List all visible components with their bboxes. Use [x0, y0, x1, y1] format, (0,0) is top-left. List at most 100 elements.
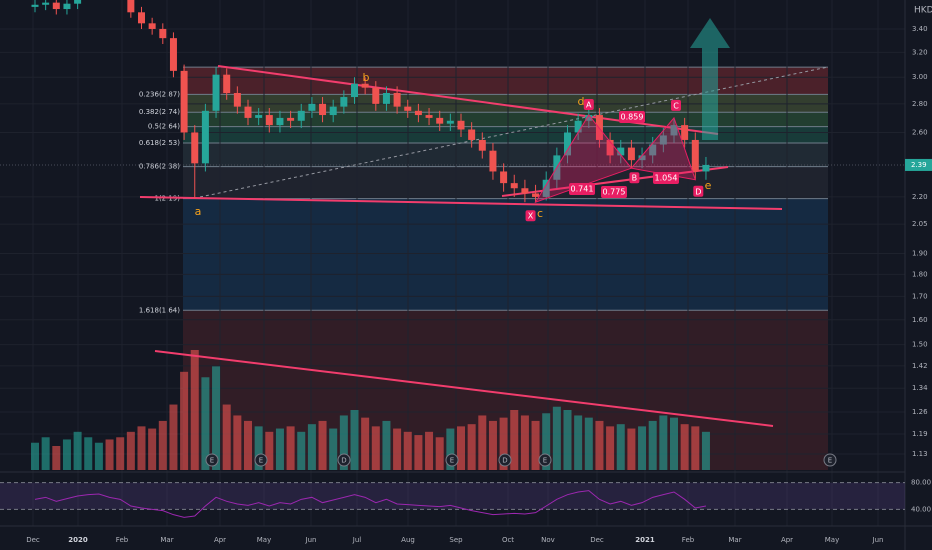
candle-body [255, 115, 263, 118]
volume-bar [510, 410, 519, 470]
pattern-ratio: 0.741 [571, 185, 594, 194]
event-label: E [828, 457, 832, 465]
y-tick-label: 1.50 [912, 341, 928, 349]
volume-bar [680, 424, 689, 470]
candle-body [670, 125, 678, 136]
volume-bar [584, 417, 593, 470]
x-tick-label: Mar [728, 536, 741, 544]
y-tick-label: 1.19 [912, 430, 928, 438]
candle-body [63, 3, 71, 10]
volume-bar [691, 426, 700, 470]
volume-bar [297, 431, 306, 470]
x-tick-label: Nov [541, 536, 555, 544]
volume-bar [446, 428, 455, 470]
pattern-point-box [525, 210, 536, 222]
candle-body [468, 129, 476, 140]
candles-layer [31, 0, 710, 203]
event-label: E [210, 457, 214, 465]
candle-body [638, 155, 646, 161]
volume-bar [382, 420, 391, 470]
target-arrow [690, 18, 730, 140]
candle-body [138, 12, 145, 24]
trend-line [501, 166, 729, 197]
currency-label: HKD [914, 6, 932, 16]
y-tick-label: 1.13 [912, 450, 928, 458]
volume-bar [126, 431, 135, 470]
candle-body [446, 120, 454, 124]
volume-bar [148, 428, 157, 470]
volume-trend-line [154, 350, 774, 427]
pattern-point-label: B [632, 174, 638, 183]
fib-label: 0.786(2.38) [139, 163, 180, 171]
candle-body [212, 74, 220, 111]
volume-bar [457, 426, 465, 470]
x-tick-label: Jun [305, 536, 317, 544]
volume-bar [361, 417, 370, 470]
price-tag [905, 158, 932, 171]
x-tick-label: Apr [214, 536, 226, 544]
event-marker [337, 453, 351, 467]
x-tick-label: Dec [590, 536, 604, 544]
trend-line [139, 196, 783, 210]
fib-band [183, 142, 828, 167]
volume-bar [648, 420, 657, 470]
event-label: E [450, 457, 454, 465]
volume-bar [552, 406, 561, 470]
pattern-ratio-box [619, 111, 645, 123]
volume-bar [307, 424, 316, 470]
y-tick-label: 2.60 [912, 128, 928, 136]
y-tick-label: 1.34 [912, 384, 928, 392]
volume-bar [84, 437, 93, 470]
candle-body [297, 110, 305, 121]
volume-bar [233, 415, 242, 470]
candle-body [532, 193, 540, 197]
x-tick-label: 2020 [68, 536, 88, 544]
candle-body [414, 110, 422, 116]
candle-body [127, 0, 135, 13]
candle-body [425, 115, 433, 118]
y-tick-label: 1.80 [912, 270, 928, 278]
volume-bar [190, 350, 199, 470]
candle-body [382, 92, 390, 104]
pattern-point-label: A [586, 101, 592, 110]
x-tick-label: Dec [26, 536, 40, 544]
candle-body [510, 183, 518, 189]
volume-bar [94, 442, 103, 470]
fib-label: 0.236(2.87) [139, 90, 180, 98]
pattern-point-box [629, 172, 640, 184]
candle-body [489, 150, 497, 172]
volume-bar [169, 404, 178, 470]
pattern-ratio-box [569, 183, 595, 195]
volume-bar [318, 420, 327, 470]
rsi-tick-label: 80.00 [911, 479, 931, 487]
rsi-band [0, 482, 905, 510]
volume-bar [52, 446, 61, 470]
event-marker [538, 453, 552, 467]
candle-body [478, 139, 486, 151]
candle-body [691, 139, 699, 172]
volume-bar [435, 437, 444, 470]
volume-bar [350, 410, 359, 470]
volume-bar [425, 431, 434, 470]
wave-label: e [705, 179, 712, 192]
annotation-layer: X A B C D 0.741 0.775 0.859 1.054 a b c d e E E D E D E E [195, 71, 837, 467]
volume-bar [574, 415, 583, 470]
pattern-point-label: C [673, 101, 679, 110]
x-tick-label: Oct [502, 536, 514, 544]
fib-band [183, 67, 828, 95]
candle-body [42, 2, 50, 5]
pattern-ratio-box [653, 172, 679, 184]
event-label: D [502, 457, 507, 465]
candle-body [574, 120, 582, 133]
x-tick-label: Feb [116, 536, 129, 544]
candle-body [31, 4, 39, 7]
candle-body [159, 28, 167, 39]
x-tick-label: May [825, 536, 839, 544]
candle-body [681, 125, 689, 140]
x-tick-label: Jun [872, 536, 884, 544]
candle-body [617, 147, 625, 156]
event-marker [205, 453, 219, 467]
candle-body [500, 171, 508, 184]
volume-bar [595, 420, 604, 470]
